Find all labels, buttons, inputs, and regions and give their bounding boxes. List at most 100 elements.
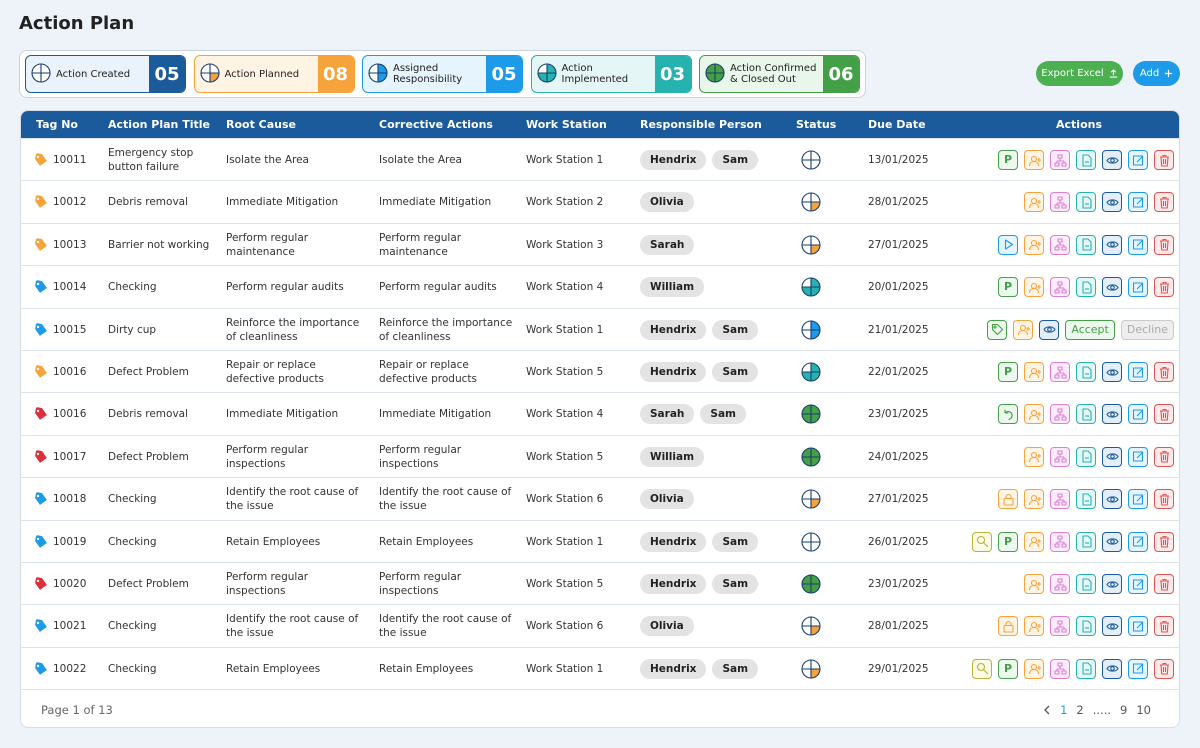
pdf-button[interactable] [1076, 489, 1096, 510]
user-button[interactable] [1024, 404, 1044, 425]
del-button[interactable] [1154, 362, 1174, 382]
pdf-button[interactable] [1076, 531, 1096, 552]
edit-button[interactable] [1128, 574, 1148, 594]
pdf-button[interactable] [1076, 446, 1096, 467]
summary-card[interactable]: Action Planned 08 [193, 55, 355, 93]
user-button[interactable] [1024, 150, 1044, 170]
flow-button[interactable] [1050, 446, 1070, 467]
del-button[interactable] [1154, 277, 1174, 298]
publish-button[interactable]: P [998, 150, 1018, 170]
user-button[interactable] [1024, 362, 1044, 382]
flow-button[interactable] [1050, 658, 1070, 679]
del-button[interactable] [1154, 531, 1174, 552]
summary-card[interactable]: Action Confirmed & Closed Out 06 [699, 55, 860, 93]
flow-button[interactable] [1050, 150, 1070, 170]
pdf-button[interactable] [1076, 658, 1096, 679]
edit-button[interactable] [1128, 277, 1148, 298]
flow-button[interactable] [1050, 277, 1070, 298]
user-button[interactable] [1024, 192, 1044, 213]
eye-button[interactable] [1102, 192, 1122, 213]
eye-button[interactable] [1102, 446, 1122, 467]
edit-button[interactable] [1128, 489, 1148, 510]
pdf-button[interactable] [1076, 192, 1096, 213]
eye-button[interactable] [1102, 489, 1122, 510]
flow-button[interactable] [1050, 574, 1070, 594]
flow-button[interactable] [1050, 404, 1070, 425]
user-button[interactable] [1013, 319, 1034, 340]
pdf-button[interactable] [1076, 277, 1096, 298]
del-button[interactable] [1154, 489, 1174, 510]
del-button[interactable] [1154, 234, 1174, 255]
summary-card[interactable]: Assigned Responsibility 05 [362, 55, 523, 93]
publish-button[interactable]: P [998, 277, 1018, 298]
flow-button[interactable] [1050, 531, 1070, 552]
edit-button[interactable] [1128, 192, 1148, 213]
edit-button[interactable] [1128, 658, 1148, 679]
user-button[interactable] [1024, 234, 1044, 255]
accept-button[interactable]: Accept [1065, 319, 1115, 340]
lock-button[interactable] [998, 616, 1018, 637]
page-link[interactable]: 10 [1136, 703, 1151, 717]
page-link[interactable]: 2 [1076, 703, 1084, 717]
play-button[interactable] [998, 234, 1018, 255]
eye-button[interactable] [1102, 658, 1122, 679]
flow-button[interactable] [1050, 192, 1070, 213]
search-button[interactable] [972, 531, 992, 552]
edit-button[interactable] [1128, 362, 1148, 382]
tag-button[interactable] [987, 319, 1008, 340]
pdf-button[interactable] [1076, 150, 1096, 170]
del-button[interactable] [1154, 616, 1174, 637]
publish-button[interactable]: P [998, 531, 1018, 552]
pdf-button[interactable] [1076, 362, 1096, 382]
edit-button[interactable] [1128, 531, 1148, 552]
edit-button[interactable] [1128, 150, 1148, 170]
publish-button[interactable]: P [998, 362, 1018, 382]
user-button[interactable] [1024, 616, 1044, 637]
user-button[interactable] [1024, 489, 1044, 510]
pdf-button[interactable] [1076, 616, 1096, 637]
page-link[interactable]: ..... [1092, 703, 1112, 717]
user-button[interactable] [1024, 277, 1044, 298]
undo-button[interactable] [998, 404, 1018, 425]
eye-button[interactable] [1102, 277, 1122, 298]
pdf-button[interactable] [1076, 574, 1096, 594]
del-button[interactable] [1154, 150, 1174, 170]
del-button[interactable] [1154, 192, 1174, 213]
flow-button[interactable] [1050, 489, 1070, 510]
page-link[interactable]: 9 [1120, 703, 1128, 717]
eye-button[interactable] [1102, 404, 1122, 425]
eye-button[interactable] [1102, 362, 1122, 382]
eye-button[interactable] [1102, 574, 1122, 594]
del-button[interactable] [1154, 574, 1174, 594]
eye-button[interactable] [1039, 319, 1060, 340]
export-button[interactable]: Export Excel [1036, 61, 1123, 86]
del-button[interactable] [1154, 404, 1174, 425]
flow-button[interactable] [1050, 362, 1070, 382]
eye-button[interactable] [1102, 150, 1122, 170]
del-button[interactable] [1154, 658, 1174, 679]
eye-button[interactable] [1102, 234, 1122, 255]
flow-button[interactable] [1050, 234, 1070, 255]
user-button[interactable] [1024, 531, 1044, 552]
decline-button[interactable]: Decline [1120, 319, 1174, 340]
edit-button[interactable] [1128, 616, 1148, 637]
publish-button[interactable]: P [998, 658, 1018, 679]
user-button[interactable] [1024, 574, 1044, 594]
pdf-button[interactable] [1076, 404, 1096, 425]
user-button[interactable] [1024, 446, 1044, 467]
user-button[interactable] [1024, 658, 1044, 679]
page-link[interactable]: 1 [1060, 703, 1068, 717]
summary-card[interactable]: Action Implemented 03 [530, 55, 692, 93]
pdf-button[interactable] [1076, 234, 1096, 255]
edit-button[interactable] [1128, 446, 1148, 467]
lock-button[interactable] [998, 489, 1018, 510]
edit-button[interactable] [1128, 234, 1148, 255]
del-button[interactable] [1154, 446, 1174, 467]
summary-card[interactable]: Action Created 05 [25, 55, 186, 93]
add-button[interactable]: Add [1133, 61, 1180, 86]
edit-button[interactable] [1128, 404, 1148, 425]
eye-button[interactable] [1102, 616, 1122, 637]
search-button[interactable] [972, 658, 992, 679]
eye-button[interactable] [1102, 531, 1122, 552]
flow-button[interactable] [1050, 616, 1070, 637]
